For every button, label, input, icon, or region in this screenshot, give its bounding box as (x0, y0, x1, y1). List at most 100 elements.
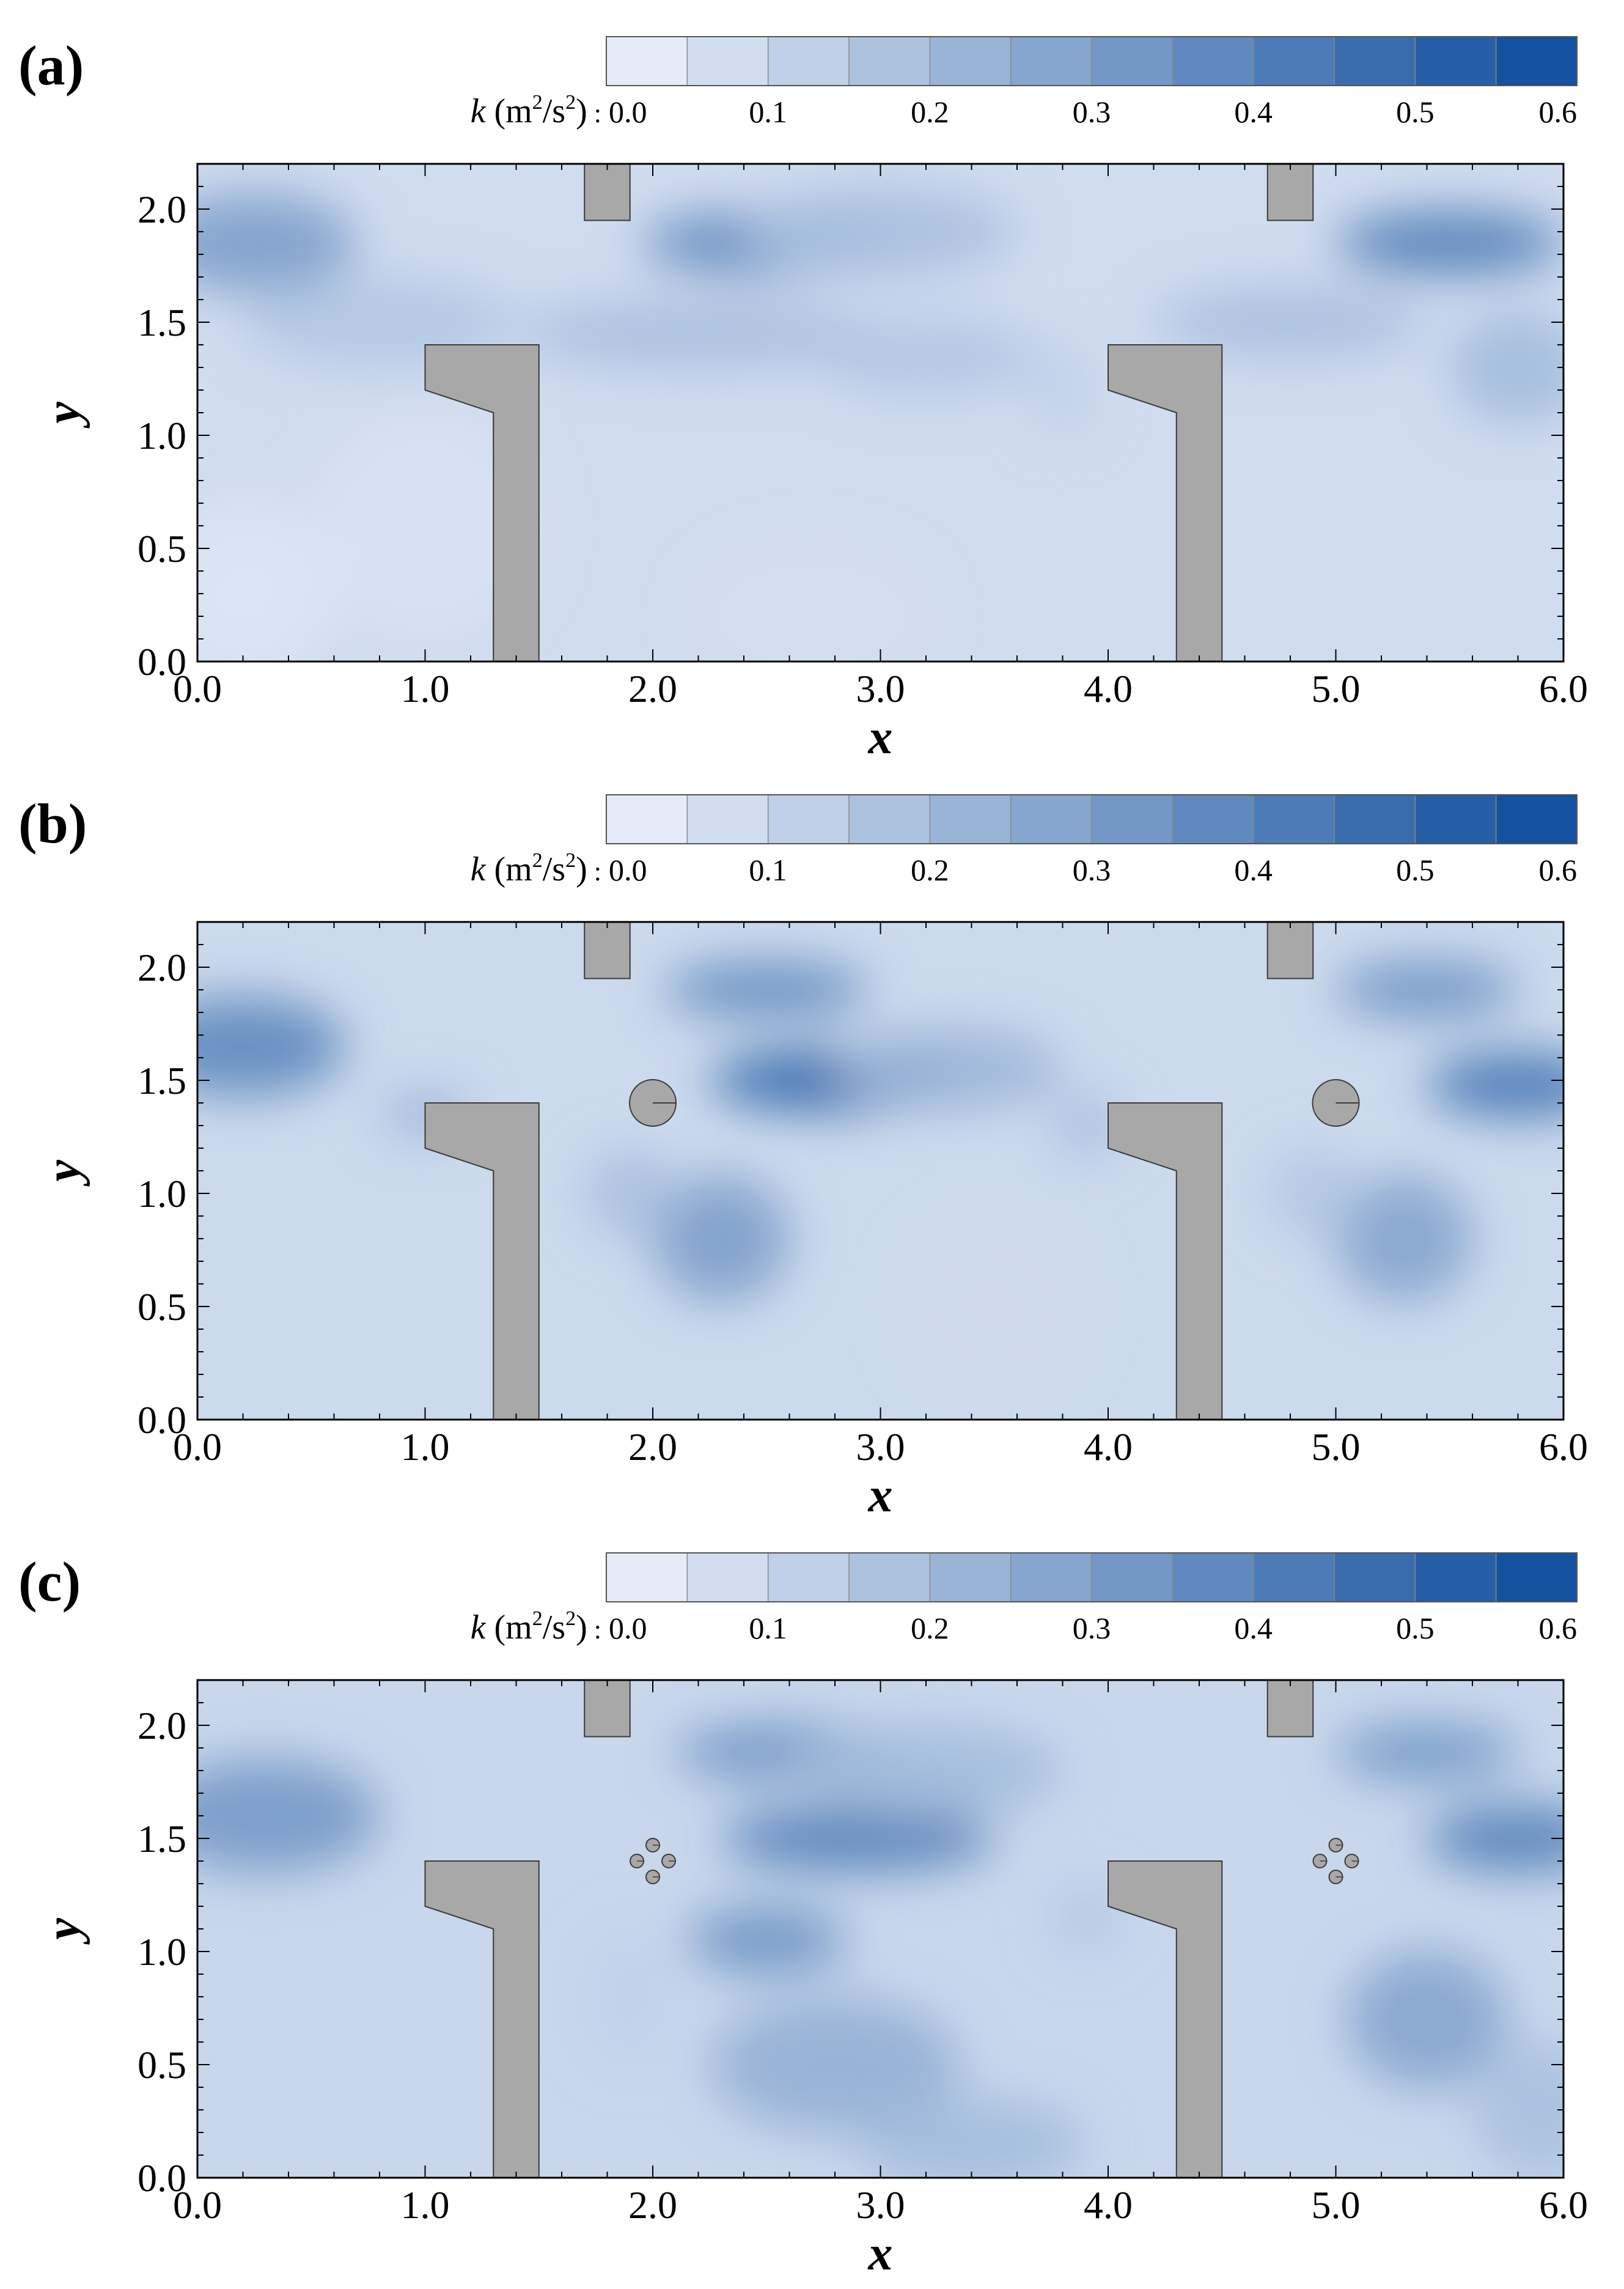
colorbar-tick-label: 0.5 (1396, 853, 1435, 887)
colorbar-tick-label: 0.2 (911, 1611, 949, 1645)
y-tick-label: 2.0 (138, 946, 186, 989)
obstacles (424, 921, 1360, 1420)
x-tick-label: 6.0 (1539, 1425, 1588, 1469)
top-block (1266, 921, 1314, 979)
x-tick-label: 3.0 (856, 667, 905, 710)
tke-region (653, 1175, 790, 1302)
x-tick-label: 3.0 (856, 1425, 905, 1469)
colorbar-tick-label: 0.0 (609, 1611, 647, 1645)
colorbar-level (1253, 37, 1335, 86)
tke-region (710, 1997, 960, 2132)
tke-region (584, 1929, 676, 2065)
y-tick-label: 1.5 (138, 1059, 186, 1102)
x-tick-label: 5.0 (1312, 1425, 1361, 1469)
tke-field (197, 922, 1563, 1420)
colorbar-tick-label: 0.6 (1539, 853, 1578, 887)
colorbar-level (1496, 795, 1578, 844)
colorbar-tick-label: 0.6 (1539, 95, 1578, 129)
y-tick-label: 1.0 (138, 1172, 186, 1215)
x-tick-label: 1.0 (401, 1425, 450, 1469)
colorbar-tick-label: 0.1 (749, 1611, 787, 1645)
panel-a: (a)0.0 0.1 0.2 0.3 0.4 0.5 0.6k (m2/s2) :0.0 1.… (18, 34, 1588, 764)
colorbar-level (1172, 37, 1254, 86)
panel-label: (c) (18, 1550, 81, 1613)
tke-region (1336, 962, 1518, 1017)
top-block (584, 163, 631, 221)
tke-region (789, 1725, 1063, 1816)
tke-region (1336, 1725, 1518, 1780)
y-tick-label: 0.0 (138, 2156, 186, 2200)
tke-region (903, 1216, 1086, 1397)
x-tick-label: 6.0 (1539, 667, 1588, 710)
top-block (1266, 163, 1314, 221)
colorbar-level (768, 37, 850, 86)
y-tick-label: 1.0 (138, 414, 186, 457)
colorbar-level (1334, 37, 1416, 86)
tke-region (1347, 1952, 1507, 2087)
tke-region (1267, 1148, 1359, 1239)
x-tick-label: 2.0 (628, 667, 677, 710)
x-tick-label: 1.0 (401, 667, 450, 710)
colorbar-tick-label: 0.6 (1539, 1611, 1578, 1645)
colorbar-frame (606, 36, 1578, 86)
top-block (584, 921, 631, 979)
y-tick-label: 0.5 (138, 1285, 186, 1329)
tke-region (197, 193, 357, 293)
colorbar-tick-label: 0.2 (911, 95, 949, 129)
colorbar-level (687, 795, 769, 844)
panel-c: (c)0.0 0.1 0.2 0.3 0.4 0.5 0.6k (m2/s2) :0.0 1.… (18, 1550, 1588, 2280)
y-axis-title: y (37, 1918, 90, 1945)
colorbar-tick-label: 0.3 (1073, 1611, 1111, 1645)
x-axis-title: x (868, 2227, 893, 2280)
colorbar-level (687, 37, 769, 86)
tke-region (744, 186, 1017, 277)
y-tick-label: 0.5 (138, 2043, 186, 2087)
x-tick-label: 5.0 (1312, 667, 1361, 710)
tke-region (584, 1148, 676, 1239)
colorbar-level (1010, 1553, 1092, 1602)
panel-label: (b) (18, 792, 87, 855)
x-tick-label: 0.0 (173, 1425, 222, 1469)
colorbar-level (1010, 37, 1092, 86)
tke-region (1427, 1807, 1563, 1870)
colorbar-level (849, 37, 930, 86)
top-block (1266, 1679, 1314, 1738)
colorbar-level (930, 37, 1012, 86)
y-axis-title: y (37, 402, 90, 429)
field-features (197, 962, 1563, 1397)
x-axis-title: x (868, 710, 893, 764)
colorbar-level (1334, 1553, 1416, 1602)
y-tick-label: 0.5 (138, 527, 186, 570)
colorbar-level (1496, 37, 1578, 86)
colorbar-tick-label: 0.0 (609, 95, 647, 129)
tke-field (197, 164, 1563, 662)
tke-region (1472, 2042, 1563, 2178)
x-tick-label: 1.0 (401, 2183, 450, 2227)
colorbar: 0.0 0.1 0.2 0.3 0.4 0.5 0.6 k (m2/s2) : (471, 794, 1578, 888)
colorbar-level (606, 795, 688, 844)
colorbar-frame (606, 794, 1578, 844)
top-block (584, 1679, 631, 1738)
colorbar-level (768, 1553, 850, 1602)
tke-region (197, 997, 346, 1096)
colorbar-tick-label: 0.0 (609, 853, 647, 887)
x-tick-label: 6.0 (1539, 2183, 1588, 2227)
axes: 0.0 1.0 2.0 3.0 4.0 5.0 6.0 0.0 0.5 1.0 1.5 2.0 x y (37, 163, 1588, 764)
colorbar-tick-label: 0.2 (911, 853, 949, 887)
colorbar-tick-label: 0.4 (1234, 853, 1273, 887)
colorbar-tick-label: 0.1 (749, 853, 787, 887)
colorbar-level (1092, 37, 1173, 86)
tke-region (516, 297, 881, 370)
tke-region (664, 962, 869, 1017)
y-tick-label: 2.0 (138, 188, 186, 231)
colorbar-level (930, 1553, 1012, 1602)
tke-region (1336, 1175, 1472, 1302)
x-tick-label: 2.0 (628, 1425, 677, 1469)
colorbar-level (1415, 37, 1497, 86)
tke-region (721, 1807, 994, 1870)
tke-region (858, 2098, 1086, 2178)
colorbar-level (1172, 1553, 1254, 1602)
colorbar-tick-label: 0.5 (1396, 1611, 1435, 1645)
tke-region (1028, 345, 1097, 435)
